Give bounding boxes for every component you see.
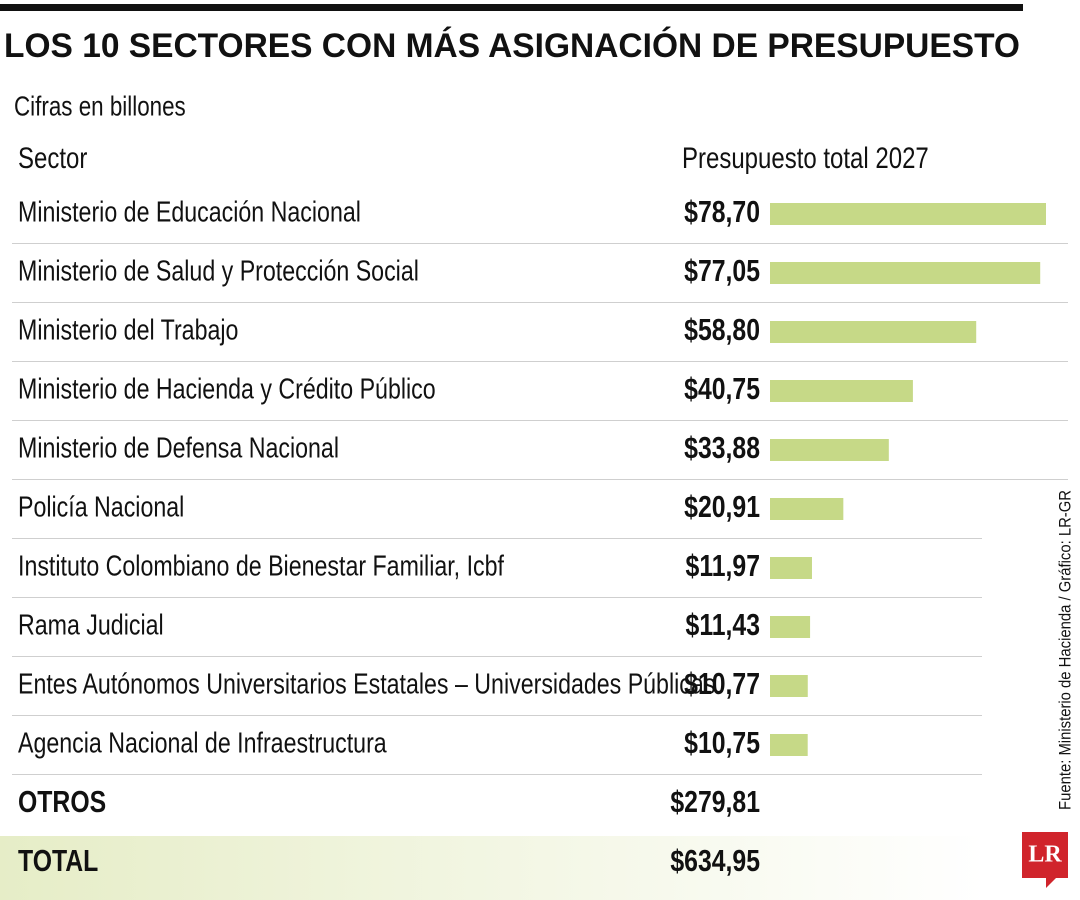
value-label: $78,70 xyxy=(684,195,760,229)
value-label: $33,88 xyxy=(684,431,760,465)
value-label: $10,77 xyxy=(684,667,760,701)
bar xyxy=(770,439,889,461)
bar xyxy=(770,262,1041,284)
row-label: Ministerio del Trabajo xyxy=(18,313,238,346)
value-label: $58,80 xyxy=(684,313,760,347)
bar xyxy=(770,616,811,638)
bar xyxy=(770,380,913,402)
value-label: $20,91 xyxy=(684,490,760,524)
row-label: OTROS xyxy=(18,785,106,819)
row-label: Agencia Nacional de Infraestructura xyxy=(18,726,387,759)
value-label: $40,75 xyxy=(684,372,760,406)
subtitle: Cifras en billones xyxy=(14,91,186,122)
bar xyxy=(770,203,1046,225)
value-label: $77,05 xyxy=(684,254,760,288)
source: Fuente: Ministerio de Hacienda / Gráfico… xyxy=(1055,490,1074,810)
row-label: Ministerio de Hacienda y Crédito Público xyxy=(18,372,436,405)
row-label: TOTAL xyxy=(18,844,98,878)
value-label: $11,97 xyxy=(686,549,760,583)
row-label: Policía Nacional xyxy=(18,490,184,523)
logo-badge xyxy=(1022,832,1068,888)
value-label: $279,81 xyxy=(670,785,760,819)
column-header: Sector xyxy=(18,140,87,174)
row-label: Ministerio de Educación Nacional xyxy=(18,195,361,228)
bar xyxy=(770,734,808,756)
value-label: $10,75 xyxy=(684,726,760,760)
chart-title: LOS 10 SECTORES CON MÁS ASIGNACIÓN DE PR… xyxy=(4,27,1020,65)
row-label: Ministerio de Defensa Nacional xyxy=(18,431,339,464)
row-label: Instituto Colombiano de Bienestar Famili… xyxy=(18,549,505,582)
top-rule xyxy=(0,4,1023,11)
bar xyxy=(770,321,977,343)
row-label: Rama Judicial xyxy=(18,608,164,641)
row-label: Entes Autónomos Universitarios Estatales… xyxy=(18,667,715,700)
column-header: Presupuesto total 2027 xyxy=(682,140,929,174)
bar xyxy=(770,498,844,520)
logo: LR xyxy=(1028,842,1062,868)
bar xyxy=(770,675,808,697)
value-label: $634,95 xyxy=(670,844,760,878)
bar xyxy=(770,557,812,579)
total-background xyxy=(0,836,985,900)
value-label: $11,43 xyxy=(686,608,760,642)
row-label: Ministerio de Salud y Protección Social xyxy=(18,254,419,287)
